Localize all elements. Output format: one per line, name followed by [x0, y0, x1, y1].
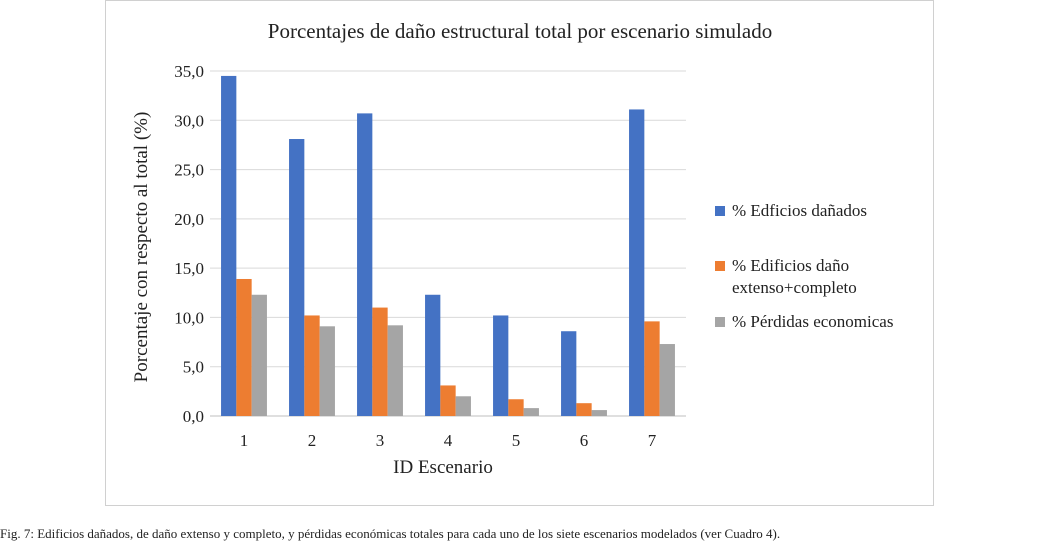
bar-series-3-scenario-6	[591, 410, 607, 416]
y-tick-label: 5,0	[183, 358, 204, 377]
bar-series-2-scenario-4	[440, 385, 456, 416]
bar-series-2-scenario-3	[372, 307, 388, 416]
y-axis-label: Porcentaje con respecto al total (%)	[131, 112, 152, 383]
figure-caption: Fig. 7: Edificios dañados, de daño exten…	[0, 526, 781, 541]
x-axis-label: ID Escenario	[393, 457, 493, 478]
bar-series-1-scenario-2	[289, 139, 305, 416]
bar-series-2-scenario-6	[576, 403, 592, 416]
x-tick-label: 3	[376, 431, 385, 450]
legend: % Edficios dañados % Edificios daño extens…	[715, 201, 893, 331]
y-tick-label: 30,0	[174, 111, 204, 130]
x-tick-label: 6	[580, 431, 589, 450]
bar-series-1-scenario-5	[493, 315, 509, 416]
x-tick-label: 2	[308, 431, 317, 450]
bar-series-2-scenario-1	[236, 278, 252, 416]
y-tick-label: 10,0	[174, 308, 204, 327]
x-tick-labels: 1 2 3 4 5 6 7	[240, 431, 657, 450]
x-tick-label: 7	[648, 431, 657, 450]
bar-series-3-scenario-5	[523, 408, 539, 416]
bar-series-3-scenario-4	[455, 396, 471, 416]
legend-swatch-1	[715, 206, 725, 216]
legend-label-1: % Edficios dañados	[732, 201, 867, 220]
y-tick-label: 35,0	[174, 62, 204, 81]
x-tick-label: 1	[240, 431, 249, 450]
y-tick-label: 25,0	[174, 161, 204, 180]
bars	[221, 75, 675, 416]
y-tick-label: 15,0	[174, 259, 204, 278]
bar-series-3-scenario-7	[659, 344, 675, 416]
bar-series-3-scenario-3	[387, 325, 403, 416]
chart-title: Porcentajes de daño estructural total po…	[268, 19, 772, 43]
bar-series-1-scenario-3	[357, 113, 373, 416]
bar-series-3-scenario-2	[319, 326, 335, 416]
bar-series-2-scenario-2	[304, 315, 320, 416]
bar-series-3-scenario-1	[251, 294, 267, 416]
chart-frame: Porcentajes de daño estructural total po…	[105, 0, 934, 506]
legend-swatch-2	[715, 261, 725, 271]
legend-swatch-3	[715, 317, 725, 327]
x-tick-label: 5	[512, 431, 521, 450]
x-tick-label: 4	[444, 431, 453, 450]
bar-series-2-scenario-5	[508, 399, 524, 416]
legend-label-2: % Edificios daño extenso+completo	[732, 256, 857, 297]
y-tick-labels: 0,0 5,0 10,0 15,0 20,0 25,0 30,0 35,0	[174, 62, 204, 426]
bar-series-1-scenario-6	[561, 331, 577, 416]
gridlines	[210, 70, 686, 417]
y-tick-label: 0,0	[183, 407, 204, 426]
bar-series-1-scenario-4	[425, 294, 441, 416]
bar-series-2-scenario-7	[644, 321, 660, 416]
legend-label-3: % Pérdidas economicas	[732, 312, 893, 331]
bar-chart: Porcentajes de daño estructural total po…	[131, 19, 893, 478]
bar-series-1-scenario-1	[221, 75, 237, 416]
y-tick-label: 20,0	[174, 210, 204, 229]
bar-series-1-scenario-7	[629, 109, 645, 416]
